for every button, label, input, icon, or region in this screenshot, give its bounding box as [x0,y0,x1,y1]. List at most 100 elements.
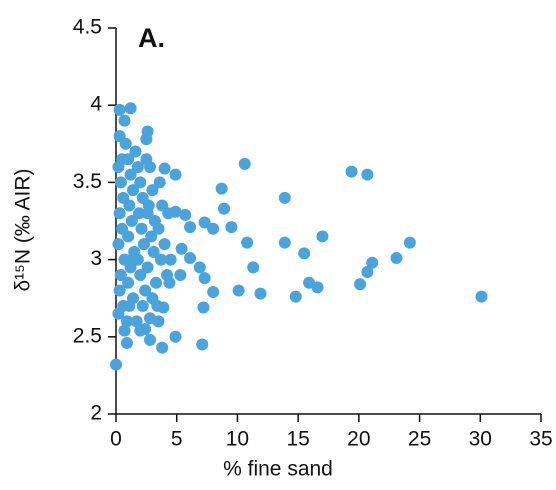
point [174,269,187,282]
point [122,276,135,289]
x-tick-label: 15 [286,428,309,451]
point [123,299,136,312]
point [154,253,167,266]
point [215,182,228,195]
point [207,222,220,235]
x-tick-label: 20 [347,428,370,451]
point [153,176,166,189]
point [130,315,143,328]
point [141,261,154,274]
point [123,199,136,212]
point [218,202,231,215]
point [116,153,129,166]
point [133,207,146,220]
point [278,191,291,204]
point [198,272,211,285]
y-tick-label: 2 [90,402,102,425]
chart-title: A. [138,23,165,53]
point [137,238,150,251]
point [198,216,211,229]
point [361,168,374,181]
point [390,252,403,265]
point [118,114,131,127]
point [289,290,302,303]
x-tick-label: 30 [469,428,492,451]
point [112,238,125,251]
point [120,315,133,328]
point [162,207,175,220]
point [316,230,329,243]
point [345,165,358,178]
point [141,207,154,220]
point [127,184,139,197]
point [151,299,164,312]
point [120,336,133,349]
point [196,338,209,351]
x-tick-label: 0 [110,428,122,451]
point [225,221,238,234]
point [136,299,149,312]
point [150,276,163,289]
point [169,330,182,343]
x-tick-label: 5 [171,428,183,451]
point [147,245,160,258]
point [475,290,488,303]
point [124,102,137,115]
point [161,269,173,282]
point [158,238,171,251]
point [238,157,251,170]
point [144,333,156,346]
point [146,184,159,197]
x-axis-label: % fine sand [223,458,333,481]
point [179,208,192,221]
point [152,222,165,235]
y-tick-label: 2.5 [73,324,102,347]
point [311,281,324,294]
point [134,269,147,282]
point [112,307,125,320]
y-axis-label: δ¹⁵N (‰ AIR) [12,168,35,291]
y-tick-label: 4.5 [73,16,102,39]
point [113,103,126,116]
point [184,252,197,265]
point [113,284,126,297]
point [124,168,137,181]
point [119,137,132,150]
point [193,261,206,274]
point [110,358,122,371]
point [175,242,188,255]
point [140,133,153,146]
point [114,269,127,282]
point [247,261,260,274]
point [169,168,182,181]
point [298,247,311,260]
point [139,323,152,336]
point [152,315,165,328]
point [207,286,220,299]
point [114,176,127,189]
x-tick-label: 35 [529,428,552,451]
point [140,153,153,166]
point [118,324,131,337]
point [125,253,138,266]
point [354,278,367,291]
point [145,230,158,243]
x-tick-label: 10 [226,428,249,451]
point [139,284,152,297]
point [232,284,245,297]
x-tick-label: 25 [408,428,431,451]
point [156,341,169,354]
point [241,236,254,249]
point [164,253,177,266]
y-tick-label: 4 [90,93,102,116]
point [278,236,291,249]
point [158,162,171,175]
y-tick-label: 3 [90,247,102,270]
point [131,160,144,173]
point [403,236,416,249]
point [113,207,126,220]
point [122,230,135,243]
point [254,287,267,300]
point [129,145,142,158]
